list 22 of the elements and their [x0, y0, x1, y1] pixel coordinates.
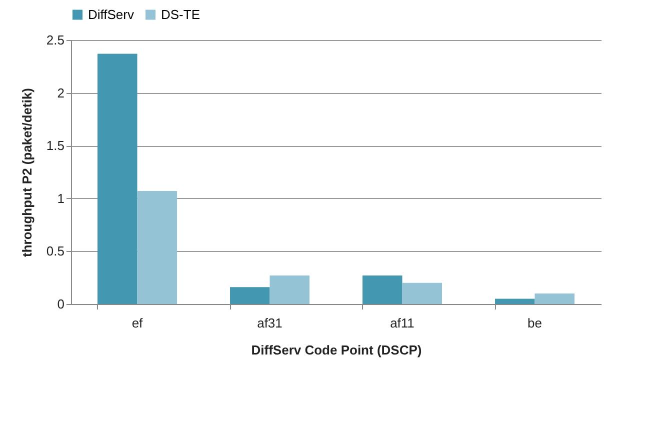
bar: [230, 287, 270, 304]
bar: [402, 282, 442, 304]
bar: [495, 298, 535, 304]
y-tick-label: 1: [57, 190, 64, 206]
bar: [534, 293, 574, 304]
y-tick-label: 1.5: [46, 138, 64, 154]
bar: [137, 191, 177, 304]
bar: [270, 275, 310, 304]
x-tick-label: ef: [132, 316, 144, 330]
x-tick-label: af11: [390, 316, 414, 330]
legend-label: DiffServ: [88, 6, 134, 22]
y-tick-label: 0: [57, 296, 64, 312]
x-axis-title: DiffServ Code Point (DSCP): [251, 342, 422, 358]
x-tick-label: be: [528, 316, 542, 330]
y-axis-title: throughput P2 (paket/detik): [19, 88, 34, 257]
bar: [362, 275, 402, 304]
y-tick-label: 2: [57, 85, 64, 100]
y-tick-label: 0.5: [46, 244, 64, 259]
y-tick-label: 2.5: [46, 32, 64, 48]
x-tick-label: af31: [257, 316, 282, 330]
bar: [98, 54, 138, 304]
legend-label: DS-TE: [161, 6, 200, 22]
